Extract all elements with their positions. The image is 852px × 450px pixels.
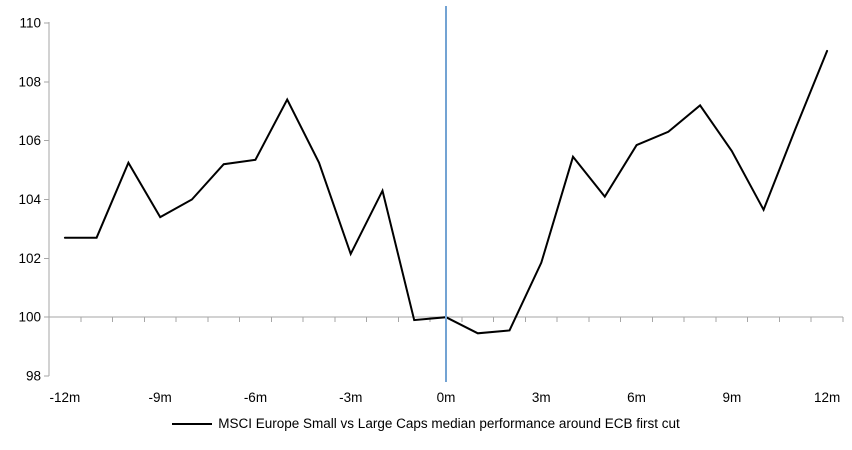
x-axis-tick-label: 3m [532,390,551,405]
y-axis-tick-label: 106 [18,133,41,148]
x-axis-tick-label: 9m [722,390,741,405]
legend-label: MSCI Europe Small vs Large Caps median p… [218,416,680,431]
x-axis-tick-label: -6m [244,390,267,405]
x-axis-tick-label: 0m [437,390,456,405]
x-axis-tick-label: -12m [49,390,80,405]
x-axis-tick-label: -3m [339,390,362,405]
x-axis-tick-label: -9m [149,390,172,405]
msci-performance-line-chart: 110 108 106 104 102 100 98 -12m -9m -6m -3m 0m 3m 6m 9… [18,6,844,405]
legend: MSCI Europe Small vs Large Caps median p… [0,416,852,431]
y-axis-tick-label: 98 [26,369,41,384]
y-axis-tick-label: 108 [18,74,41,89]
y-axis-tick-label: 100 [18,310,41,325]
y-axis-tick-label: 104 [18,192,41,207]
x-axis-tick-label: 6m [627,390,646,405]
y-axis-tick-label: 102 [18,251,41,266]
legend-line-swatch [172,422,213,425]
x-axis-tick-label: 12m [814,390,840,405]
y-axis-tick-label: 110 [19,16,41,31]
